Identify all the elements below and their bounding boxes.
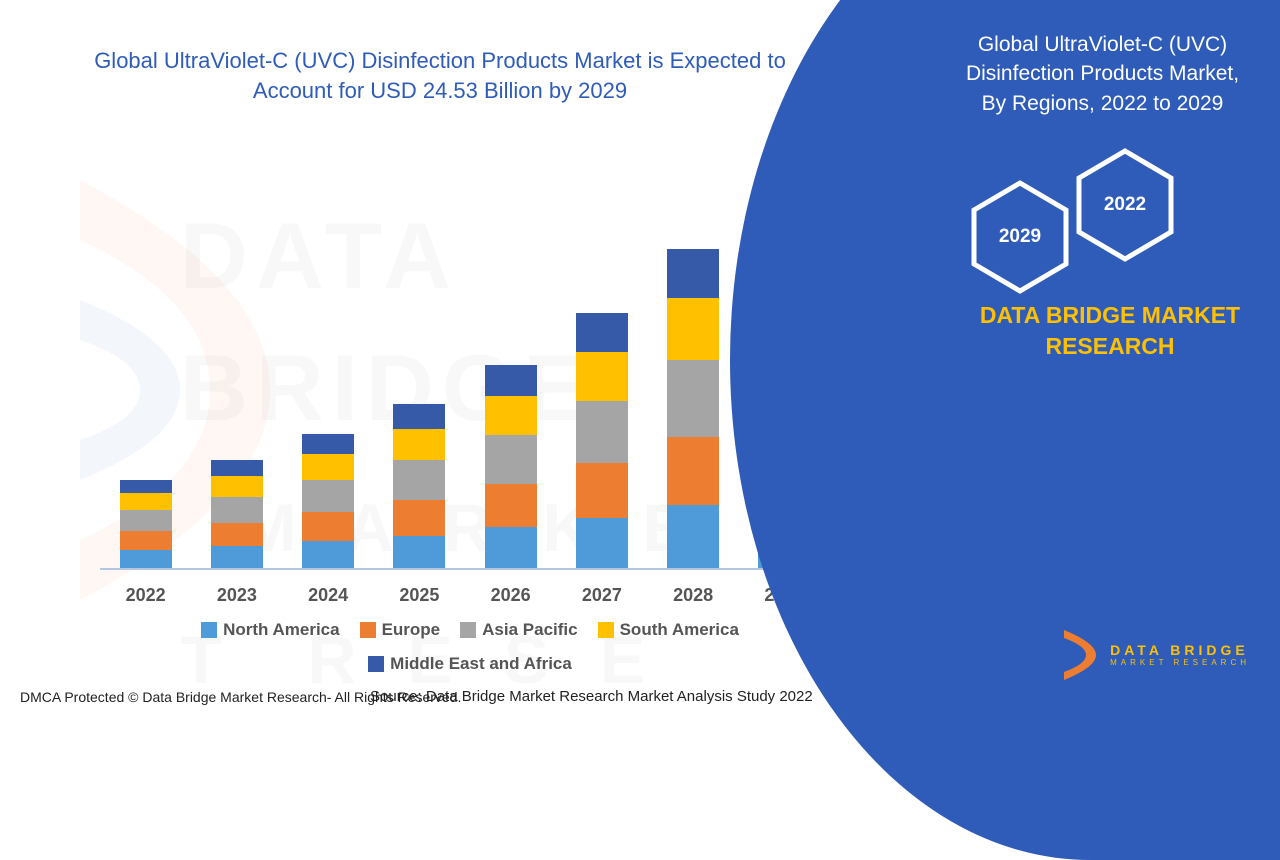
segment-europe bbox=[302, 512, 354, 541]
segment-asia-pacific bbox=[667, 360, 719, 437]
legend-label: North America bbox=[223, 620, 340, 640]
segment-north-america bbox=[667, 505, 719, 568]
segment-north-america bbox=[576, 518, 628, 568]
legend-item-asia-pacific: Asia Pacific bbox=[460, 620, 577, 640]
segment-asia-pacific bbox=[302, 480, 354, 512]
xlabel-2026: 2026 bbox=[491, 585, 531, 606]
footer-source: Source: Data Bridge Market Research Mark… bbox=[370, 688, 813, 705]
segment-north-america bbox=[302, 541, 354, 568]
xlabel-2027: 2027 bbox=[582, 585, 622, 606]
xlabel-2022: 2022 bbox=[126, 585, 166, 606]
year-hexagons: 2029 2022 bbox=[970, 148, 1200, 298]
segment-middle-east-and-africa bbox=[393, 404, 445, 429]
legend-label: Europe bbox=[382, 620, 441, 640]
bar-2024 bbox=[302, 434, 354, 568]
segment-middle-east-and-africa bbox=[120, 480, 172, 493]
xlabel-2025: 2025 bbox=[399, 585, 439, 606]
hex-2029: 2029 bbox=[970, 180, 1070, 294]
data-bridge-logo: DATA BRIDGE MARKET RESEARCH bbox=[1058, 630, 1250, 680]
segment-middle-east-and-africa bbox=[485, 365, 537, 396]
segment-north-america bbox=[211, 546, 263, 568]
bar-2028 bbox=[667, 249, 719, 568]
right-panel-arc bbox=[730, 0, 1280, 860]
segment-asia-pacific bbox=[393, 460, 445, 500]
segment-asia-pacific bbox=[120, 510, 172, 531]
segment-south-america bbox=[393, 429, 445, 460]
xlabel-2024: 2024 bbox=[308, 585, 348, 606]
segment-south-america bbox=[302, 454, 354, 479]
legend-swatch bbox=[598, 622, 614, 638]
data-bridge-logo-icon bbox=[1058, 630, 1100, 680]
segment-europe bbox=[485, 484, 537, 528]
hex-2029-label: 2029 bbox=[999, 226, 1041, 248]
segment-europe bbox=[393, 500, 445, 536]
segment-north-america bbox=[393, 536, 445, 568]
panel-title: Global UltraViolet-C (UVC) Disinfection … bbox=[955, 30, 1250, 118]
segment-middle-east-and-africa bbox=[211, 460, 263, 476]
segment-south-america bbox=[120, 493, 172, 509]
segment-europe bbox=[211, 523, 263, 547]
segment-north-america bbox=[485, 527, 537, 568]
segment-europe bbox=[120, 531, 172, 550]
logo-line2: MARKET RESEARCH bbox=[1110, 658, 1250, 667]
legend-item-south-america: South America bbox=[598, 620, 739, 640]
segment-middle-east-and-africa bbox=[667, 249, 719, 298]
chart-title: Global UltraViolet-C (UVC) Disinfection … bbox=[60, 46, 820, 105]
hex-2022-label: 2022 bbox=[1104, 194, 1146, 216]
legend-label: Middle East and Africa bbox=[390, 654, 572, 674]
logo-line1: DATA BRIDGE bbox=[1110, 642, 1249, 658]
xlabel-2023: 2023 bbox=[217, 585, 257, 606]
segment-asia-pacific bbox=[485, 435, 537, 484]
bar-2026 bbox=[485, 365, 537, 568]
legend-item-middle-east-and-africa: Middle East and Africa bbox=[368, 654, 572, 674]
bar-2027 bbox=[576, 313, 628, 568]
stacked-bar-chart: 20222023202420252026202720282029 bbox=[100, 170, 830, 570]
segment-south-america bbox=[667, 298, 719, 360]
legend-item-europe: Europe bbox=[360, 620, 441, 640]
segment-middle-east-and-africa bbox=[302, 434, 354, 454]
segment-europe bbox=[576, 463, 628, 518]
chart-baseline bbox=[100, 568, 830, 570]
segment-south-america bbox=[576, 352, 628, 401]
segment-middle-east-and-africa bbox=[576, 313, 628, 352]
segment-south-america bbox=[211, 476, 263, 496]
hex-2022: 2022 bbox=[1075, 148, 1175, 262]
legend-swatch bbox=[368, 656, 384, 672]
segment-asia-pacific bbox=[211, 497, 263, 523]
legend-swatch bbox=[201, 622, 217, 638]
brand-name: DATA BRIDGE MARKET RESEARCH bbox=[970, 300, 1250, 362]
legend-swatch bbox=[460, 622, 476, 638]
legend-label: Asia Pacific bbox=[482, 620, 577, 640]
segment-asia-pacific bbox=[576, 401, 628, 463]
segment-europe bbox=[667, 437, 719, 505]
chart-legend: North America Europe Asia Pacific South Ame… bbox=[90, 620, 850, 674]
segment-south-america bbox=[485, 396, 537, 435]
segment-north-america bbox=[120, 550, 172, 568]
legend-swatch bbox=[360, 622, 376, 638]
bar-2023 bbox=[211, 460, 263, 568]
bar-2025 bbox=[393, 404, 445, 568]
bar-2022 bbox=[120, 480, 172, 568]
legend-label: South America bbox=[620, 620, 739, 640]
xlabel-2028: 2028 bbox=[673, 585, 713, 606]
legend-item-north-america: North America bbox=[201, 620, 340, 640]
